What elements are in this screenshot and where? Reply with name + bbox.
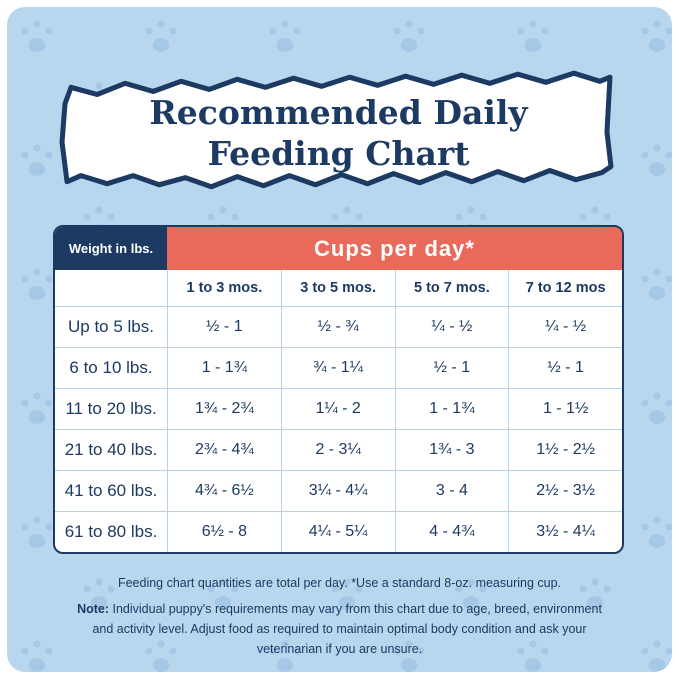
- feeding-value: 1¾ - 3: [394, 429, 509, 470]
- feeding-value: 2¾ - 4¾: [167, 429, 281, 470]
- page-title-line1: Recommended Daily: [149, 92, 528, 132]
- feeding-value: 3¼ - 4¼: [280, 470, 395, 511]
- page-title: Recommended Daily Feeding Chart: [53, 61, 624, 203]
- cups-per-day-header: Cups per day*: [167, 227, 622, 270]
- footnote-measuring-cup: Feeding chart quantities are total per d…: [117, 576, 562, 590]
- feeding-value: 1½ - 2½: [508, 429, 622, 470]
- weight-label: 21 to 40 lbs.: [55, 429, 167, 470]
- age-header-3-to-5: 3 to 5 mos.: [280, 270, 395, 306]
- weight-label: Up to 5 lbs.: [55, 306, 167, 347]
- feeding-value: 3 - 4: [394, 470, 509, 511]
- feeding-value: 4 - 4¾: [394, 511, 509, 552]
- footer-note: Note: Individual puppy's requirements ma…: [69, 599, 610, 659]
- feeding-value: 4¾ - 6½: [167, 470, 281, 511]
- age-header-1-to-3: 1 to 3 mos.: [167, 270, 281, 306]
- feeding-value: 2½ - 3½: [508, 470, 622, 511]
- feeding-value: 3½ - 4¼: [508, 511, 622, 552]
- torn-ribbon-shape: [59, 70, 614, 190]
- age-header-7-to-12: 7 to 12 mos: [508, 270, 622, 306]
- note-label: Note:: [77, 602, 110, 616]
- feeding-value: 1 - 1½: [508, 388, 622, 429]
- weight-column-header: Weight in lbs.: [55, 227, 167, 270]
- feeding-value: 6½ - 8: [167, 511, 281, 552]
- subheader-empty-cell: [55, 270, 167, 306]
- weight-label: 61 to 80 lbs.: [55, 511, 167, 552]
- feeding-value: 1 - 1¾: [394, 388, 509, 429]
- feeding-value: 1¼ - 2: [280, 388, 395, 429]
- weight-label: 41 to 60 lbs.: [55, 470, 167, 511]
- weight-label: 11 to 20 lbs.: [55, 388, 167, 429]
- feeding-value: 2 - 3¼: [280, 429, 395, 470]
- feeding-chart-table: Weight in lbs. Cups per day* 1 to 3 mos.…: [53, 225, 624, 554]
- feeding-value: 1 - 1¾: [167, 347, 281, 388]
- page-title-line2: Feeding Chart: [207, 134, 470, 173]
- feeding-value: ½ - 1: [508, 347, 622, 388]
- feeding-value: ¼ - ½: [394, 306, 509, 347]
- feeding-value: ½ - 1: [167, 306, 281, 347]
- paw-print-background: Recommended Daily Feeding Chart Weight i…: [7, 7, 672, 672]
- feeding-value: ¾ - 1¼: [280, 347, 395, 388]
- title-banner: Recommended Daily Feeding Chart: [53, 61, 624, 203]
- weight-label: 6 to 10 lbs.: [55, 347, 167, 388]
- feeding-value: ¼ - ½: [508, 306, 622, 347]
- feeding-value: 1¾ - 2¾: [167, 388, 281, 429]
- note-text: Individual puppy's requirements may vary…: [92, 602, 602, 656]
- age-header-5-to-7: 5 to 7 mos.: [394, 270, 509, 306]
- feeding-value: 4¼ - 5¼: [280, 511, 395, 552]
- feeding-value: ½ - 1: [394, 347, 509, 388]
- feeding-value: ½ - ¾: [280, 306, 395, 347]
